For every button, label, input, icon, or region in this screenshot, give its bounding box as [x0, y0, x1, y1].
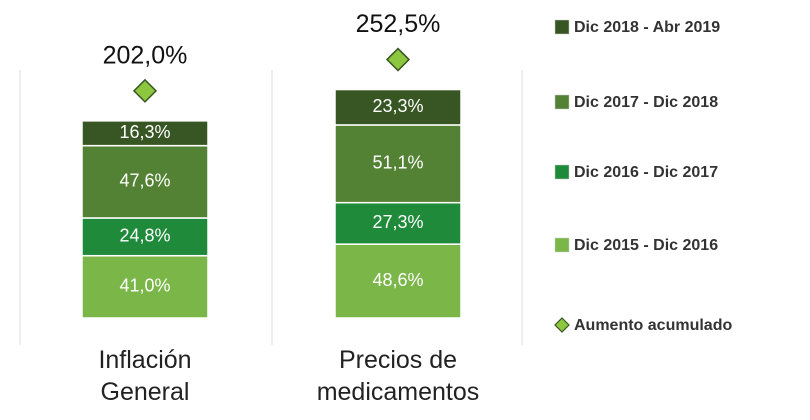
data-label: 51,1% — [372, 153, 423, 173]
data-label: 27,3% — [372, 212, 423, 232]
total-marker — [132, 78, 158, 103]
legend-swatch — [554, 94, 570, 110]
total-marker — [385, 47, 411, 72]
bar-segment — [334, 124, 462, 204]
x-tick-label: Precios de medicamentos — [316, 346, 480, 406]
x-tick-label: Inflación General — [98, 346, 192, 406]
total-label: 202,0% — [103, 41, 188, 69]
bar-segment — [334, 201, 462, 245]
data-label: 23,3% — [372, 96, 423, 116]
legend-marker — [554, 317, 570, 333]
bar-segment — [81, 120, 209, 147]
data-label: 48,6% — [372, 270, 423, 290]
legend-label: Dic 2015 - Dic 2016 — [574, 237, 718, 254]
total-label: 252,5% — [356, 10, 441, 38]
legend-swatch — [554, 237, 570, 253]
legend-swatch — [554, 19, 570, 35]
bar-segment — [81, 254, 209, 319]
legend-label: Aumento acumulado — [574, 317, 732, 334]
data-label: 16,3% — [119, 122, 170, 142]
bar-segment — [81, 144, 209, 219]
data-label: 47,6% — [119, 171, 170, 191]
legend-label: Dic 2016 - Dic 2017 — [574, 164, 718, 181]
data-label: 24,8% — [119, 226, 170, 246]
data-label: 41,0% — [119, 276, 170, 296]
bar-segment — [334, 88, 462, 126]
legend-label: Dic 2018 - Abr 2019 — [574, 19, 720, 36]
legend-label: Dic 2017 - Dic 2018 — [574, 94, 718, 111]
legend-swatch — [554, 164, 570, 180]
